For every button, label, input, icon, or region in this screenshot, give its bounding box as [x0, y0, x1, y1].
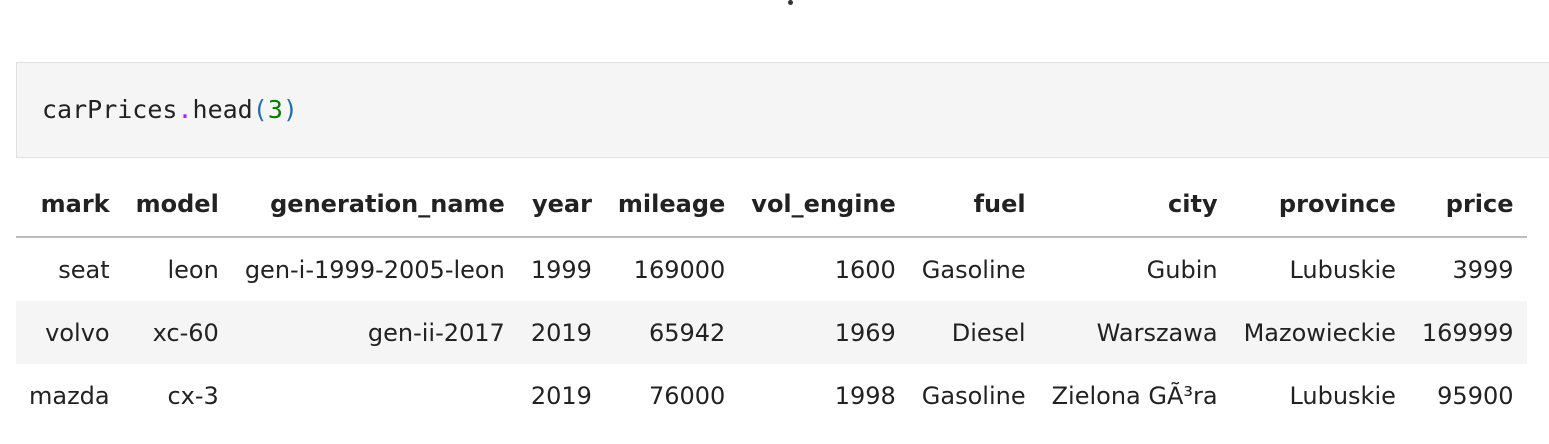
cell-vol-engine: 1969 — [738, 301, 909, 364]
column-header-mileage: mileage — [604, 172, 739, 238]
cell-vol-engine: 1600 — [834, 255, 896, 284]
cell-model: leon — [167, 255, 219, 284]
cell-mileage: 169000 — [633, 255, 726, 284]
cell-model: cx-3 — [167, 381, 219, 410]
cell-generation-name — [232, 364, 518, 427]
code-line: carPrices.head(3) — [42, 95, 298, 125]
column-header-mark: mark — [16, 172, 123, 238]
cell-generation-name: gen-ii-2017 — [231, 301, 518, 364]
column-header-vol-engine: vol_engine — [738, 172, 909, 238]
cell-generation-name: gen-i-1999-2005-leon — [244, 255, 505, 284]
cell-city: Zielona GÃ³ra — [1051, 381, 1218, 410]
cell-output-marker — [788, 0, 793, 5]
code-method: head — [192, 95, 253, 124]
cell-price: 3999 — [1452, 255, 1514, 284]
table-row: seat leon gen-i-1999-2005-leon 1999 1690… — [16, 237, 1527, 301]
column-header-province: province — [1230, 172, 1409, 238]
header-row: mark model generation_name year mileage … — [16, 172, 1527, 238]
code-open-paren: ( — [252, 95, 268, 124]
cell-city: Gubin — [1146, 255, 1218, 284]
column-header-generation-name: generation_name — [231, 172, 518, 238]
cell-mark: volvo — [16, 301, 123, 364]
cell-province: Lubuskie — [1289, 381, 1396, 410]
cell-mileage: 76000 — [648, 381, 726, 410]
column-header-city: city — [1038, 172, 1231, 238]
cell-model: xc-60 — [122, 301, 232, 364]
table-header: mark model generation_name year mileage … — [16, 172, 1527, 238]
column-header-price: price — [1408, 172, 1527, 238]
cell-price: 169999 — [1408, 301, 1527, 364]
cell-vol-engine: 1998 — [834, 381, 896, 410]
code-object: carPrices — [42, 95, 178, 124]
code-argument: 3 — [267, 95, 283, 124]
cell-province: Lubuskie — [1289, 255, 1396, 284]
cell-year: 1999 — [530, 255, 592, 284]
column-header-year: year — [517, 172, 605, 238]
dataframe-table: mark model generation_name year mileage … — [16, 172, 1527, 427]
cell-fuel: Gasoline — [921, 255, 1026, 284]
table-body: seat leon gen-i-1999-2005-leon 1999 1690… — [16, 237, 1527, 427]
code-dot: . — [177, 95, 193, 124]
column-header-model: model — [122, 172, 232, 238]
cell-mileage: 65942 — [604, 301, 739, 364]
cell-year: 2019 — [517, 301, 605, 364]
cell-fuel: Diesel — [908, 301, 1039, 364]
code-cell[interactable]: carPrices.head(3) — [16, 62, 1549, 158]
cell-year: 2019 — [530, 381, 592, 410]
cell-mark: seat — [58, 255, 110, 284]
column-header-fuel: fuel — [908, 172, 1039, 238]
cell-mark: mazda — [29, 381, 110, 410]
code-close-paren: ) — [282, 95, 298, 124]
table-row: volvo xc-60 gen-ii-2017 2019 65942 1969 … — [16, 301, 1527, 364]
cell-price: 95900 — [1437, 381, 1514, 410]
table-row: mazda cx-3 2019 76000 1998 Gasoline Ziel… — [16, 364, 1527, 427]
cell-fuel: Gasoline — [921, 381, 1026, 410]
cell-city: Warszawa — [1038, 301, 1231, 364]
cell-province: Mazowieckie — [1230, 301, 1409, 364]
